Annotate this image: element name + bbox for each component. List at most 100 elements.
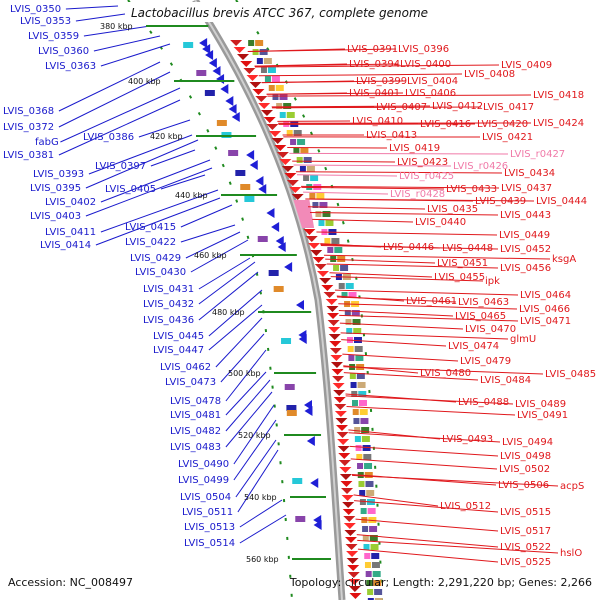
cog-category-block [296,157,303,163]
cog-category-block [371,562,380,568]
reverse-gene-arrow [304,406,313,416]
cog-category-block [374,589,383,595]
gene-label-right: LVIS_0448 [442,243,493,254]
cog-category-block [355,445,362,451]
label-leader-left [88,134,193,175]
label-leader-left [220,333,265,383]
forward-gene-arrow [240,61,253,67]
gene-label-right: LVIS_0525 [500,557,551,568]
gene-label-right: ipk [485,276,500,287]
forward-gene-arrow [233,47,246,53]
cog-category-block [369,526,378,532]
gene-label-right: LVIS_0515 [500,507,551,518]
cog-category-block [293,148,300,154]
label-leader-left [225,391,273,448]
reverse-gene-arrow [208,58,217,68]
reverse-gene-arrow [249,160,258,170]
forward-gene-arrow [243,68,256,74]
label-leader-right [272,106,375,109]
cog-category-block [293,130,302,136]
cog-category-block [204,90,215,96]
cog-category-block [295,516,306,522]
cog-category-block [365,571,372,577]
gene-label-right: LVIS_0465 [455,311,506,322]
gene-label-left: LVIS_0511 [182,507,233,518]
gene-label-left: LVIS_0429 [130,253,181,264]
label-leader-right [308,206,426,210]
cog-category-block [362,535,369,541]
gene-label-left: LVIS_0447 [153,345,204,356]
position-tick-label: 460 kbp [194,251,227,260]
gene-label-left: LVIS_0368 [3,106,54,117]
forward-gene-arrow [230,40,243,46]
gene-label-right: LVIS_0491 [517,410,568,421]
label-leader-right [316,231,498,236]
label-leader-left [95,197,221,246]
cog-category-block [333,265,340,271]
gene-label-right: LVIS_0502 [499,464,550,475]
label-leader-right [271,105,431,108]
label-leader-left [180,204,233,228]
label-leader-left [198,271,259,321]
forward-gene-arrow [329,348,342,354]
position-tick-label: 380 kbp [100,22,133,31]
label-leader-left [150,149,196,167]
position-tick-label: 560 kbp [246,555,279,564]
label-leader-right [336,295,405,302]
reverse-gene-arrow [228,104,237,114]
gene-label-right: LVIS_0406 [405,88,456,99]
cog-category-block [264,76,271,82]
cog-category-block [267,67,276,73]
gene-label-left: LVIS_0514 [184,538,235,549]
forward-gene-arrow [323,292,336,298]
position-ticks: 380 kbp 400 kbp 420 kbp 440 kbp 460 kbp 480 k… [100,22,331,564]
gene-label-right: LVIS_0449 [499,230,550,241]
cog-category-block [347,346,354,352]
label-leader-left [58,61,161,112]
forward-gene-arrow [263,117,276,123]
forward-gene-arrow [246,75,259,81]
gene-label-right: LVIS_0413 [366,130,417,141]
cog-category-block [248,40,255,46]
cog-category-block [351,391,358,397]
gene-label-right: ksgA [552,254,576,265]
label-leader-right [303,191,389,195]
cog-category-block [356,454,363,460]
label-leader-right [330,276,484,282]
reverse-gene-arrow [199,38,208,48]
cog-category-block [290,139,297,145]
cog-category-block [354,346,363,352]
forward-gene-arrow [258,103,271,109]
gene-label-right: LVIS_0421 [482,132,533,143]
gene-label-right: LVIS_0463 [458,297,509,308]
gene-label-left: LVIS_0490 [178,459,229,470]
reverse-gene-arrow [298,334,307,344]
genome-title: Lactobacillus brevis ATCC 367, complete … [131,6,428,20]
label-leader-right [254,64,500,68]
gene-label-right: LVIS_0493 [442,434,493,445]
forward-gene-arrow [340,481,353,487]
cog-category-block [372,571,381,577]
cog-category-block [348,355,355,361]
label-leader-right [353,494,439,507]
label-leader-right [305,198,474,202]
forward-gene-arrow [286,180,299,186]
gene-label-right: LVIS_r0425 [399,171,454,182]
label-leader-left [85,139,199,189]
label-leader-left [233,419,277,481]
cog-category-block [260,67,267,73]
cog-category-block [349,373,356,379]
forward-gene-arrow [345,544,358,550]
reverse-gene-arrow [296,300,304,310]
label-leader-right [350,458,498,470]
forward-gene-arrow [348,579,361,585]
label-leader-right [258,73,463,77]
gene-label-right: LVIS_0409 [501,60,552,71]
label-leader-right [357,539,559,554]
cog-category-block [344,310,351,316]
gene-label-right: LVIS_0419 [389,143,440,154]
label-leader-left [237,449,279,513]
gene-label-right: LVIS_0455 [434,272,485,283]
forward-gene-arrow [347,572,360,578]
gene-label-left: LVIS_0350 [10,4,61,15]
